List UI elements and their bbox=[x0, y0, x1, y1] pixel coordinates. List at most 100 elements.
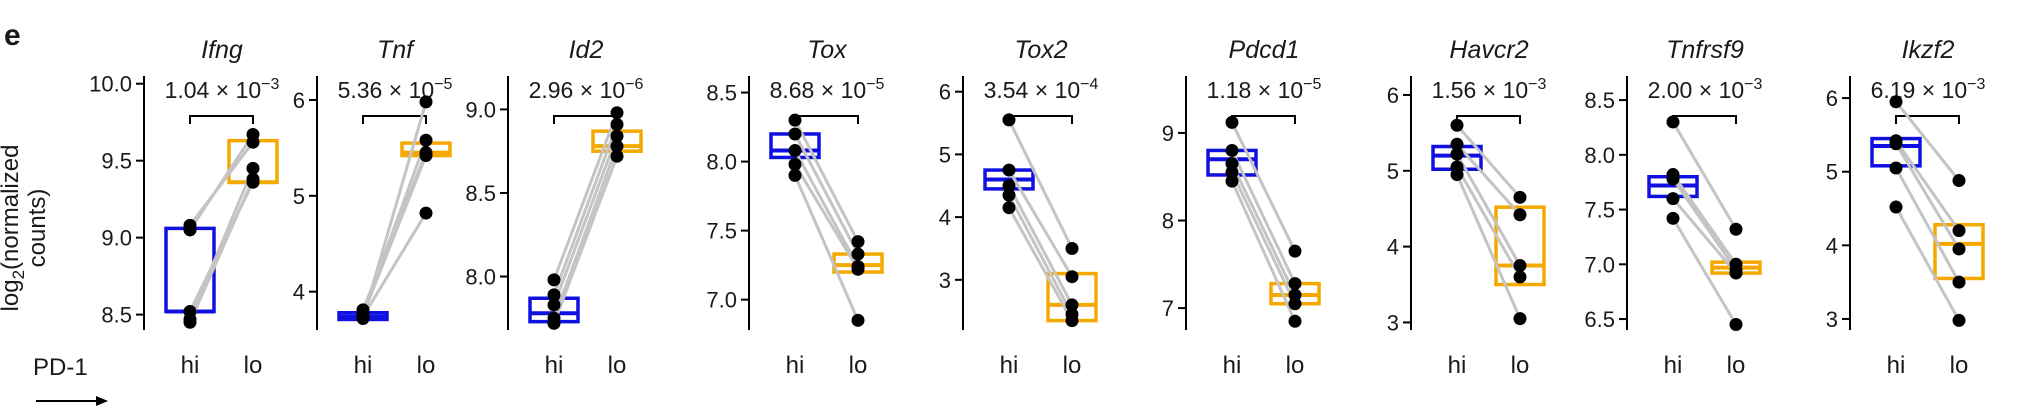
panel-id2: Id2 2.96 × 10−6 8.0 8.5 9.0 hi lo bbox=[465, 36, 643, 379]
y-tick-label: 7.0 bbox=[1584, 252, 1615, 277]
point-lo bbox=[1952, 174, 1966, 188]
point-lo bbox=[610, 149, 624, 163]
y-tick-label: 7.5 bbox=[1584, 198, 1615, 223]
group-label: PD-1 bbox=[33, 354, 88, 381]
pair-line bbox=[1671, 178, 1738, 271]
point-lo bbox=[419, 95, 433, 109]
p-value-base: 10 bbox=[236, 77, 262, 103]
p-value-mantissa: 3.54 bbox=[984, 77, 1035, 103]
point-hi bbox=[547, 298, 561, 312]
point-lo bbox=[610, 106, 624, 120]
point-hi bbox=[183, 315, 197, 329]
y-tick-label: 5 bbox=[939, 142, 951, 167]
significance-bracket bbox=[1231, 115, 1296, 124]
panel-ifng: Ifng 1.04 × 10−3 8.5 9.0 9.5 10.0 hi lo bbox=[89, 36, 279, 379]
p-value: 1.18 × 10−5 bbox=[1207, 76, 1322, 103]
y-tick-label: 8.5 bbox=[101, 303, 132, 328]
p-value-base: 10 bbox=[600, 77, 626, 103]
panel-title: Pdcd1 bbox=[1229, 36, 1300, 64]
point-lo bbox=[419, 206, 433, 220]
pair-line bbox=[793, 119, 860, 243]
significance-bracket bbox=[189, 115, 254, 124]
point-lo bbox=[1952, 275, 1966, 289]
pair-line bbox=[188, 133, 255, 231]
pair-line bbox=[1671, 121, 1738, 231]
point-hi bbox=[547, 316, 561, 330]
p-value-mantissa: 1.18 bbox=[1207, 77, 1258, 103]
x-tick-label-hi: hi bbox=[354, 352, 373, 379]
p-value: 6.19 × 10−3 bbox=[1871, 76, 1986, 103]
p-value-times: × bbox=[580, 77, 600, 103]
p-value-exponent: −3 bbox=[261, 76, 279, 93]
point-hi bbox=[1002, 201, 1016, 215]
x-tick-label-hi: hi bbox=[181, 352, 200, 379]
point-lo bbox=[851, 235, 865, 249]
y-tick-label: 6 bbox=[1826, 86, 1838, 111]
pair-line bbox=[552, 145, 619, 319]
point-hi bbox=[1450, 147, 1464, 161]
point-lo bbox=[1065, 298, 1079, 312]
pair-line bbox=[1894, 167, 1961, 283]
y-axis-label: log2(normalized bbox=[0, 145, 28, 312]
panel-tnfrsf9: Tnfrsf9 2.00 × 10−3 6.5 7.0 7.5 8.0 8.5 hi lo bbox=[1584, 36, 1762, 379]
significance-bracket bbox=[553, 115, 618, 124]
point-hi bbox=[1450, 118, 1464, 132]
point-lo bbox=[419, 133, 433, 147]
pair-line bbox=[1230, 162, 1297, 296]
pair-line bbox=[1455, 166, 1522, 278]
pair-line bbox=[1455, 153, 1522, 267]
pair-line bbox=[793, 133, 860, 255]
panel-ikzf2: Ikzf2 6.19 × 10−3 3 4 5 6 hi lo bbox=[1826, 36, 1986, 379]
p-value-times: × bbox=[1483, 77, 1503, 103]
point-hi bbox=[1889, 137, 1903, 151]
p-value-exponent: −3 bbox=[1528, 76, 1546, 93]
p-value-exponent: −3 bbox=[1967, 76, 1985, 93]
pair-line bbox=[1455, 173, 1522, 320]
x-tick-label-lo: lo bbox=[608, 352, 627, 379]
p-value-mantissa: 8.68 bbox=[770, 77, 821, 103]
pair-line bbox=[361, 212, 428, 318]
y-tick-label: 4 bbox=[293, 280, 305, 305]
point-hi bbox=[1666, 172, 1680, 186]
pair-line bbox=[552, 135, 619, 306]
panel-tox2: Tox2 3.54 × 10−4 3 4 5 6 hi lo bbox=[939, 36, 1099, 379]
point-lo bbox=[610, 117, 624, 131]
point-lo bbox=[851, 262, 865, 276]
panel-title: Tnf bbox=[377, 36, 416, 64]
p-value-base: 10 bbox=[1055, 77, 1081, 103]
panel-label: e bbox=[4, 19, 21, 52]
p-value-mantissa: 5.36 bbox=[338, 77, 389, 103]
point-lo bbox=[1513, 259, 1527, 273]
p-value-times: × bbox=[1699, 77, 1719, 103]
significance-bracket bbox=[1672, 115, 1737, 124]
point-lo bbox=[246, 175, 260, 189]
point-hi bbox=[547, 273, 561, 287]
pair-line bbox=[1894, 142, 1961, 250]
x-tick-label-hi: hi bbox=[1223, 352, 1242, 379]
y-tick-label: 3 bbox=[1387, 310, 1399, 335]
point-hi bbox=[1666, 115, 1680, 129]
pair-line bbox=[552, 155, 619, 324]
point-hi bbox=[1225, 174, 1239, 188]
point-hi bbox=[1002, 163, 1016, 177]
x-tick-label-hi: hi bbox=[1000, 352, 1019, 379]
point-lo bbox=[1065, 270, 1079, 284]
y-axis-label-normalized: (normalized bbox=[0, 145, 24, 270]
y-tick-label: 4 bbox=[1387, 235, 1399, 260]
point-hi bbox=[183, 305, 197, 319]
y-tick-label: 9.0 bbox=[101, 226, 132, 251]
point-lo bbox=[1513, 270, 1527, 284]
p-value: 1.04 × 10−3 bbox=[165, 76, 280, 103]
p-value: 2.00 × 10−3 bbox=[1648, 76, 1763, 103]
p-value-times: × bbox=[1922, 77, 1942, 103]
y-tick-label: 7.0 bbox=[706, 288, 737, 313]
significance-bracket bbox=[794, 115, 859, 124]
p-value: 3.54 × 10−4 bbox=[984, 76, 1099, 103]
point-lo bbox=[1952, 313, 1966, 327]
p-value-times: × bbox=[1258, 77, 1278, 103]
p-value-base: 10 bbox=[1719, 77, 1745, 103]
pair-line bbox=[1671, 197, 1738, 275]
panel-title: Id2 bbox=[569, 36, 604, 64]
point-lo bbox=[851, 313, 865, 327]
